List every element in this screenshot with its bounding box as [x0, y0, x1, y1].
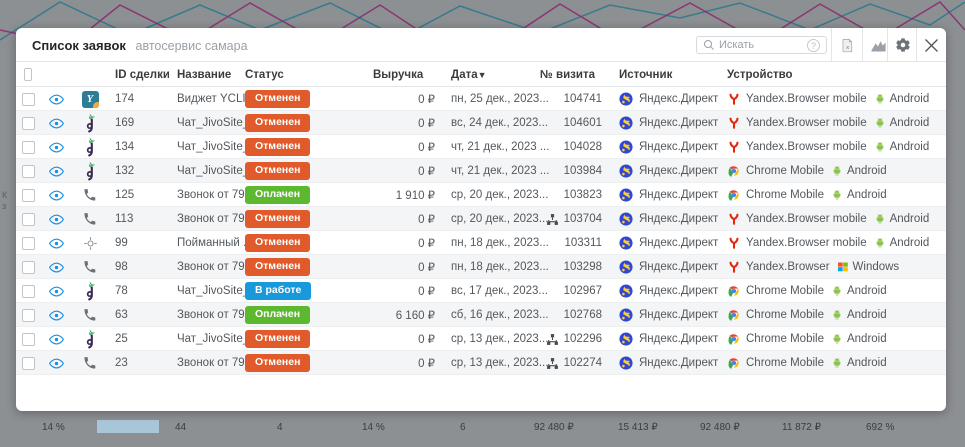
svg-text:X: X: [846, 44, 849, 49]
